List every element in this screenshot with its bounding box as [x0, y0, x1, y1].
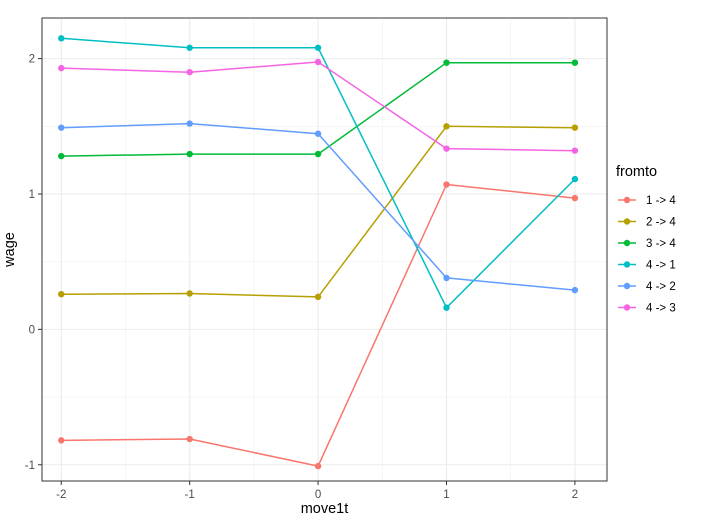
data-point-5-5 — [571, 286, 579, 294]
data-point-6-5 — [571, 147, 579, 154]
legend-key-point-4 — [623, 261, 631, 268]
y-tick-label: 0 — [29, 324, 35, 336]
data-point-1-1 — [58, 437, 65, 444]
x-tick-label: 0 — [315, 489, 321, 501]
data-point-1-2 — [186, 435, 193, 443]
data-point-3-4 — [443, 59, 450, 66]
data-point-3-5 — [571, 59, 579, 66]
data-point-2-4 — [443, 123, 450, 130]
data-point-1-4 — [443, 181, 450, 188]
data-point-3-1 — [58, 152, 65, 160]
data-point-2-1 — [58, 290, 65, 298]
data-point-3-2 — [186, 150, 193, 158]
data-point-6-4 — [443, 145, 450, 152]
data-point-3-3 — [314, 150, 322, 158]
x-tick-label: -1 — [185, 489, 195, 501]
legend-key-point-2 — [623, 218, 631, 225]
plot-panel — [42, 18, 607, 481]
data-point-2-3 — [314, 293, 322, 301]
legend-label-4: 4 -> 1 — [646, 260, 676, 272]
legend-key-point-3 — [623, 239, 631, 247]
x-axis: -2 -1 0 1 2 — [56, 481, 578, 501]
legend-label-3: 3 -> 4 — [646, 238, 676, 250]
series-layer — [58, 35, 579, 470]
data-point-4-4 — [443, 304, 450, 311]
x-axis-title: move1t — [301, 501, 349, 517]
data-point-4-5 — [571, 175, 579, 183]
data-point-2-5 — [571, 124, 579, 131]
legend-label-6: 4 -> 3 — [646, 303, 676, 315]
data-point-5-4 — [443, 274, 450, 282]
data-point-2-2 — [186, 290, 193, 297]
plot-border — [41, 17, 608, 482]
x-tick-label: 2 — [572, 489, 578, 501]
legend-label-5: 4 -> 2 — [646, 281, 676, 293]
legend-key-point-6 — [623, 304, 631, 311]
y-axis-title: wage — [2, 232, 18, 268]
legend-key-point-1 — [623, 196, 631, 204]
data-point-5-2 — [186, 120, 193, 127]
y-tick-label: 2 — [29, 54, 35, 66]
data-point-6-3 — [314, 58, 322, 66]
x-tick-label: 1 — [443, 489, 449, 501]
minor-gridlines — [42, 18, 607, 481]
data-point-5-3 — [314, 130, 322, 137]
data-point-6-1 — [58, 64, 65, 72]
legend-label-1: 1 -> 4 — [646, 195, 676, 207]
data-point-1-5 — [571, 194, 579, 202]
data-point-4-3 — [314, 44, 322, 51]
data-point-5-1 — [58, 124, 65, 131]
y-axis: -1 0 1 2 — [25, 54, 42, 472]
data-point-6-2 — [186, 68, 193, 76]
data-point-1-3 — [314, 462, 322, 470]
data-point-4-1 — [58, 35, 65, 42]
data-point-4-2 — [186, 44, 193, 51]
x-tick-label: -2 — [56, 489, 66, 501]
y-tick-label: 1 — [29, 189, 35, 201]
major-gridlines — [42, 18, 607, 481]
legend-label-2: 2 -> 4 — [646, 217, 676, 229]
legend: fromto 1 -> 4 2 -> 4 3 -> 4 4 -> 1 4 -> 2 4 -… — [616, 164, 676, 315]
y-tick-label: -1 — [25, 460, 35, 472]
legend-key-point-5 — [623, 282, 631, 290]
legend-title: fromto — [616, 164, 657, 180]
